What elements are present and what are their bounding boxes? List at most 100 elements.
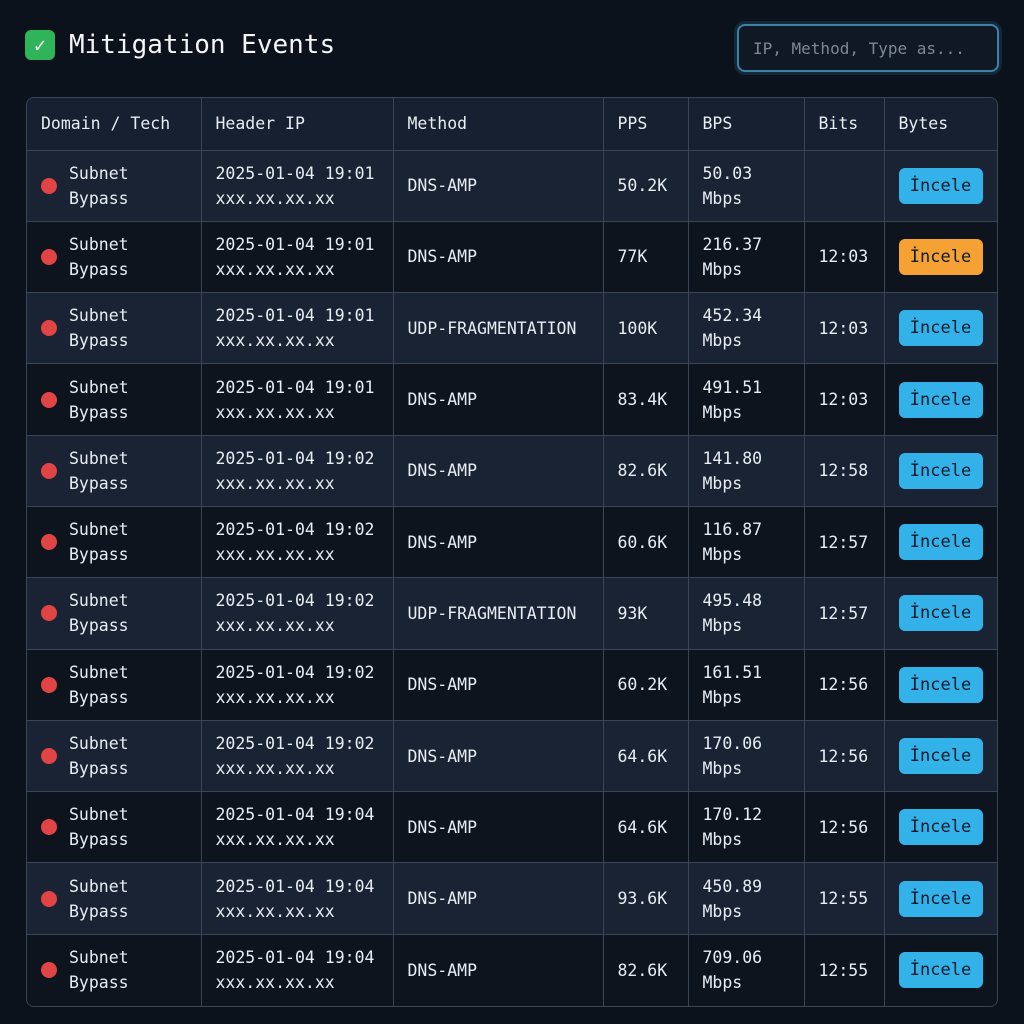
page-header: ✓ Mitigation Events xyxy=(25,30,335,60)
domain-cell: Subnet Bypass xyxy=(27,720,202,793)
timestamp: 2025-01-04 19:02 xyxy=(215,662,375,682)
column-header-domain-tech[interactable]: Domain / Tech xyxy=(27,98,202,151)
bps-cell: 495.48 Mbps xyxy=(688,577,805,650)
inspect-button[interactable]: İncele xyxy=(898,452,983,489)
pps-cell: 82.6K xyxy=(603,435,689,507)
inspect-button[interactable]: İncele xyxy=(898,809,983,846)
header-ip-cell: 2025-01-04 19:01 xxx.xx.xx.xx xyxy=(201,363,394,436)
status-dot-icon xyxy=(41,819,57,836)
tech: Bypass xyxy=(69,188,129,208)
inspect-button[interactable]: İncele xyxy=(898,666,983,703)
ip-address: xxx.xx.xx.xx xyxy=(215,830,335,850)
bps-value: 170.12 xyxy=(702,805,763,825)
domain: Subnet xyxy=(69,234,129,254)
status-dot-icon xyxy=(41,462,57,479)
column-header-bps[interactable]: BPS xyxy=(688,98,805,151)
ip-address: xxx.xx.xx.xx xyxy=(215,188,335,208)
pps-cell: 64.6K xyxy=(603,720,689,793)
column-header-header-ip[interactable]: Header IP xyxy=(201,98,394,151)
column-header-method[interactable]: Method xyxy=(393,98,604,151)
bytes-cell: İncele xyxy=(884,934,997,1005)
bps-cell: 116.87 Mbps xyxy=(688,506,805,579)
bps-cell: 452.34 Mbps xyxy=(688,292,805,365)
inspect-button[interactable]: İncele xyxy=(898,880,983,917)
domain: Subnet xyxy=(69,805,129,825)
status-dot-icon xyxy=(41,748,57,765)
search-input[interactable] xyxy=(737,24,999,72)
method-cell: DNS-AMP xyxy=(393,150,604,222)
inspect-button[interactable]: İncele xyxy=(898,524,983,561)
bits-cell: 12:56 xyxy=(804,649,885,721)
bytes-cell: İncele xyxy=(884,292,997,365)
domain: Subnet xyxy=(69,377,129,397)
bytes-cell: İncele xyxy=(884,862,997,935)
method-cell: DNS-AMP xyxy=(393,862,604,935)
inspect-button[interactable]: İncele xyxy=(898,952,983,989)
status-dot-icon xyxy=(41,890,57,907)
bps-unit: Mbps xyxy=(702,759,743,779)
method-cell: UDP-FRAGMENTATION xyxy=(393,292,604,365)
timestamp: 2025-01-04 19:02 xyxy=(215,448,375,468)
bps-unit: Mbps xyxy=(702,259,743,279)
method-cell: DNS-AMP xyxy=(393,934,604,1006)
status-dot-icon xyxy=(41,177,57,194)
status-dot-icon xyxy=(41,676,57,693)
domain-cell: Subnet Bypass xyxy=(27,862,202,935)
domain: Subnet xyxy=(69,306,129,326)
inspect-button[interactable]: İncele xyxy=(898,238,983,275)
inspect-button[interactable]: İncele xyxy=(898,381,983,418)
ip-address: xxx.xx.xx.xx xyxy=(215,901,335,921)
header-ip-cell: 2025-01-04 19:01 xxx.xx.xx.xx xyxy=(201,150,394,222)
domain-cell: Subnet Bypass xyxy=(27,577,202,650)
domain: Subnet xyxy=(69,163,129,183)
inspect-button[interactable]: İncele xyxy=(898,738,983,775)
domain-cell: Subnet Bypass xyxy=(27,435,202,507)
table-row: Subnet Bypass 2025-01-04 19:02 xxx.xx.xx.x… xyxy=(27,649,997,721)
timestamp: 2025-01-04 19:01 xyxy=(215,234,375,254)
table-row: Subnet Bypass 2025-01-04 19:02 xxx.xx.xx.x… xyxy=(27,506,997,579)
pps-cell: 64.6K xyxy=(603,791,689,864)
column-header-bytes[interactable]: Bytes xyxy=(884,98,997,151)
domain: Subnet xyxy=(69,662,129,682)
pps-cell: 60.6K xyxy=(603,506,689,579)
timestamp: 2025-01-04 19:02 xyxy=(215,520,375,540)
bps-value: 495.48 xyxy=(702,591,763,611)
inspect-button[interactable]: İncele xyxy=(898,595,983,632)
bps-value: 452.34 xyxy=(702,306,763,326)
pps-cell: 50.2K xyxy=(603,150,689,222)
bits-cell: 12:03 xyxy=(804,292,885,365)
tech: Bypass xyxy=(69,402,129,422)
tech: Bypass xyxy=(69,830,129,850)
domain-cell: Subnet Bypass xyxy=(27,150,202,222)
column-header-bits[interactable]: Bits xyxy=(804,98,885,151)
inspect-button[interactable]: İncele xyxy=(898,167,983,204)
header-ip-cell: 2025-01-04 19:02 xxx.xx.xx.xx xyxy=(201,506,394,579)
bps-unit: Mbps xyxy=(702,973,743,993)
bps-unit: Mbps xyxy=(702,616,743,636)
header-ip-cell: 2025-01-04 19:02 xxx.xx.xx.xx xyxy=(201,649,394,721)
timestamp: 2025-01-04 19:01 xyxy=(215,377,375,397)
column-header-pps[interactable]: PPS xyxy=(603,98,689,151)
bits-cell: 12:55 xyxy=(804,862,885,935)
table-row: Subnet Bypass 2025-01-04 19:04 xxx.xx.xx.x… xyxy=(27,791,997,864)
bps-cell: 491.51 Mbps xyxy=(688,363,805,436)
ip-address: xxx.xx.xx.xx xyxy=(215,973,335,993)
table-row: Subnet Bypass 2025-01-04 19:02 xxx.xx.xx.x… xyxy=(27,720,997,793)
bits-cell: 12:57 xyxy=(804,506,885,579)
bps-value: 450.89 xyxy=(702,876,763,896)
bits-cell: 12:56 xyxy=(804,720,885,793)
method-cell: DNS-AMP xyxy=(393,435,604,507)
bps-value: 116.87 xyxy=(702,520,763,540)
bps-cell: 216.37 Mbps xyxy=(688,221,805,294)
domain-cell: Subnet Bypass xyxy=(27,934,202,1006)
pps-cell: 82.6K xyxy=(603,934,689,1006)
tech: Bypass xyxy=(69,473,129,493)
domain-cell: Subnet Bypass xyxy=(27,791,202,864)
inspect-button[interactable]: İncele xyxy=(898,310,983,347)
domain-cell: Subnet Bypass xyxy=(27,292,202,365)
bits-cell: 12:57 xyxy=(804,577,885,650)
bytes-cell: İncele xyxy=(884,221,997,294)
domain-cell: Subnet Bypass xyxy=(27,221,202,294)
header-ip-cell: 2025-01-04 19:04 xxx.xx.xx.xx xyxy=(201,862,394,935)
header-ip-cell: 2025-01-04 19:02 xxx.xx.xx.xx xyxy=(201,577,394,650)
